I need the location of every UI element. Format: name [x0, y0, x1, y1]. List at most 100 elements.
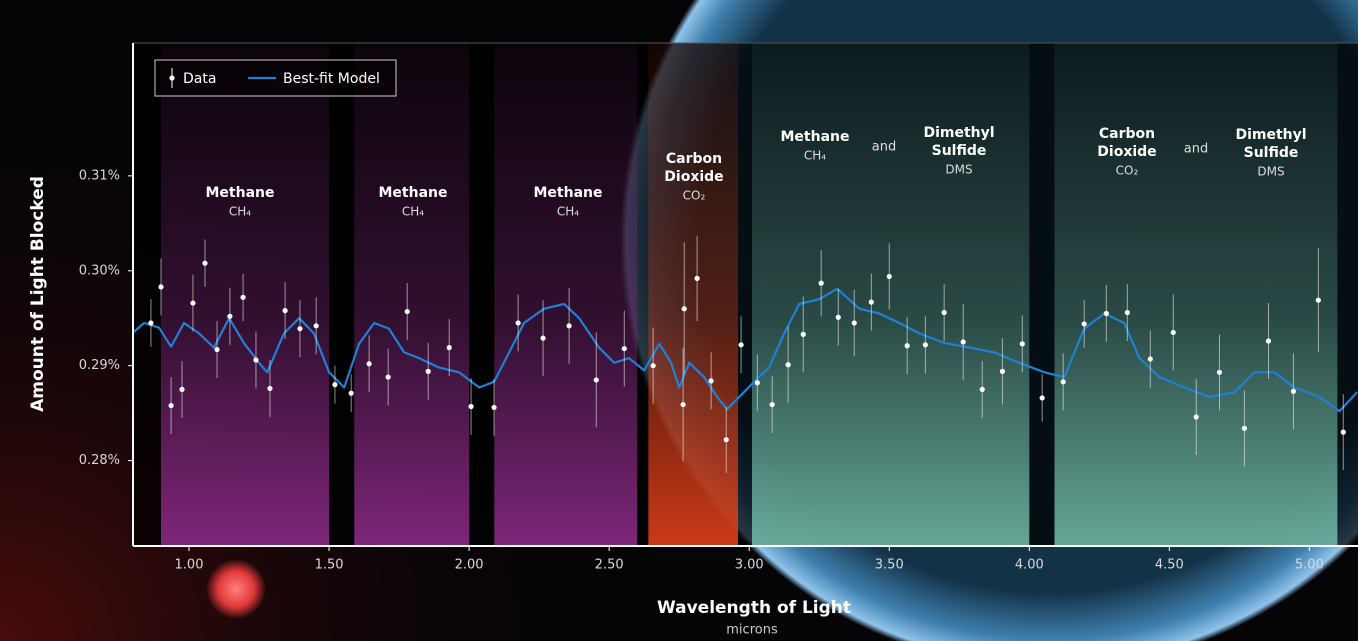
legend-label: Data — [183, 71, 216, 87]
data-point — [540, 335, 546, 341]
x-tick-label: 5.00 — [1295, 558, 1324, 573]
data-point — [313, 323, 319, 329]
axes: 0.28% 0.29% 0.30% 0.31% 1.00 1.50 2.00 2.50 3.00… — [79, 168, 1324, 572]
data-point — [566, 323, 572, 329]
x-tick-label: 2.50 — [595, 558, 624, 573]
band — [752, 43, 1030, 546]
data-point — [190, 300, 196, 306]
band-formula: CH₄ — [557, 205, 579, 219]
data-point — [253, 357, 259, 363]
data-point — [1241, 425, 1248, 431]
y-tick-label: 0.31% — [79, 168, 120, 183]
x-tick-label: 1.00 — [175, 558, 204, 573]
band-formula: CO₂ — [683, 189, 706, 203]
data-point — [385, 374, 391, 380]
data-point — [297, 326, 303, 332]
data-point — [593, 377, 599, 383]
band-label: Methane — [379, 185, 448, 201]
data-point — [267, 385, 273, 392]
x-axis-unit: microns — [726, 623, 778, 638]
data-point — [179, 386, 185, 393]
band-joiner: and — [872, 140, 896, 155]
band-label: Methane — [206, 185, 275, 201]
data-point — [1060, 379, 1066, 385]
band — [494, 43, 638, 546]
data-point — [148, 320, 154, 326]
data-point — [366, 361, 372, 367]
data-point — [1315, 297, 1321, 303]
data-point — [868, 299, 874, 305]
band-formula: CH₄ — [229, 205, 251, 219]
band-label: Dimethyl — [923, 125, 994, 141]
band-label: Dioxide — [664, 169, 723, 185]
x-axis-label: Wavelength of Light — [657, 598, 851, 618]
band-label: Carbon — [1099, 126, 1155, 142]
data-point — [1147, 356, 1153, 362]
data-point — [694, 275, 700, 281]
band-formula: DMS — [945, 163, 972, 177]
data-point — [348, 390, 354, 396]
y-tick-label: 0.28% — [79, 453, 120, 468]
data-point — [515, 320, 521, 326]
star — [206, 559, 266, 619]
data-point — [941, 309, 947, 316]
data-point — [621, 345, 627, 352]
x-tick-label: 4.00 — [1015, 558, 1044, 573]
band-label: Sulfide — [932, 143, 987, 159]
data-point — [708, 378, 714, 384]
data-point — [723, 437, 729, 443]
x-tick-label: 1.50 — [315, 558, 344, 573]
data-point — [1103, 310, 1109, 317]
data-point — [1124, 309, 1130, 316]
band-formula: CO₂ — [1116, 164, 1139, 178]
bands: Methane CH₄ Methane CH₄ Methane CH₄ Carbon Diox… — [161, 43, 1338, 546]
band-formula: CH₄ — [804, 149, 826, 163]
data-point — [818, 280, 824, 286]
band-formula: CH₄ — [402, 205, 424, 219]
band-label: Methane — [534, 185, 603, 201]
band-label: Sulfide — [1244, 145, 1299, 161]
data-point — [851, 320, 857, 326]
data-point — [158, 284, 164, 290]
data-point — [425, 368, 431, 374]
band-label: Dioxide — [1097, 144, 1156, 160]
data-point — [886, 273, 892, 280]
data-point — [1039, 395, 1045, 401]
data-point — [738, 342, 744, 348]
band-formula: DMS — [1257, 165, 1284, 179]
x-tick-label: 4.50 — [1155, 558, 1184, 573]
data-point — [1265, 338, 1272, 344]
data-point — [754, 380, 760, 386]
marks — [132, 235, 1358, 473]
legend-swatch — [169, 75, 175, 81]
band-joiner: and — [1184, 142, 1208, 157]
data-point — [785, 362, 791, 368]
data-point — [960, 339, 966, 345]
band — [161, 43, 330, 546]
data-point — [227, 313, 233, 319]
band — [354, 43, 470, 546]
data-point — [999, 368, 1006, 374]
data-point — [680, 401, 686, 408]
data-point — [491, 404, 497, 411]
data-point — [1216, 369, 1223, 375]
data-point — [650, 363, 656, 369]
y-tick-label: 0.30% — [79, 263, 120, 278]
legend-label: Best-fit Model — [283, 71, 380, 87]
data-point — [835, 314, 841, 320]
data-point — [800, 331, 806, 337]
data-point — [979, 386, 985, 393]
data-point — [282, 308, 288, 314]
data-point — [202, 260, 208, 266]
band — [1054, 43, 1338, 546]
data-point — [446, 345, 452, 351]
data-point — [904, 343, 910, 349]
data-point — [1081, 321, 1087, 327]
data-point — [1019, 341, 1025, 347]
band — [648, 43, 738, 546]
y-axis-label: Amount of Light Blocked — [28, 176, 48, 412]
data-point — [214, 346, 220, 353]
x-tick-label: 3.00 — [735, 558, 764, 573]
